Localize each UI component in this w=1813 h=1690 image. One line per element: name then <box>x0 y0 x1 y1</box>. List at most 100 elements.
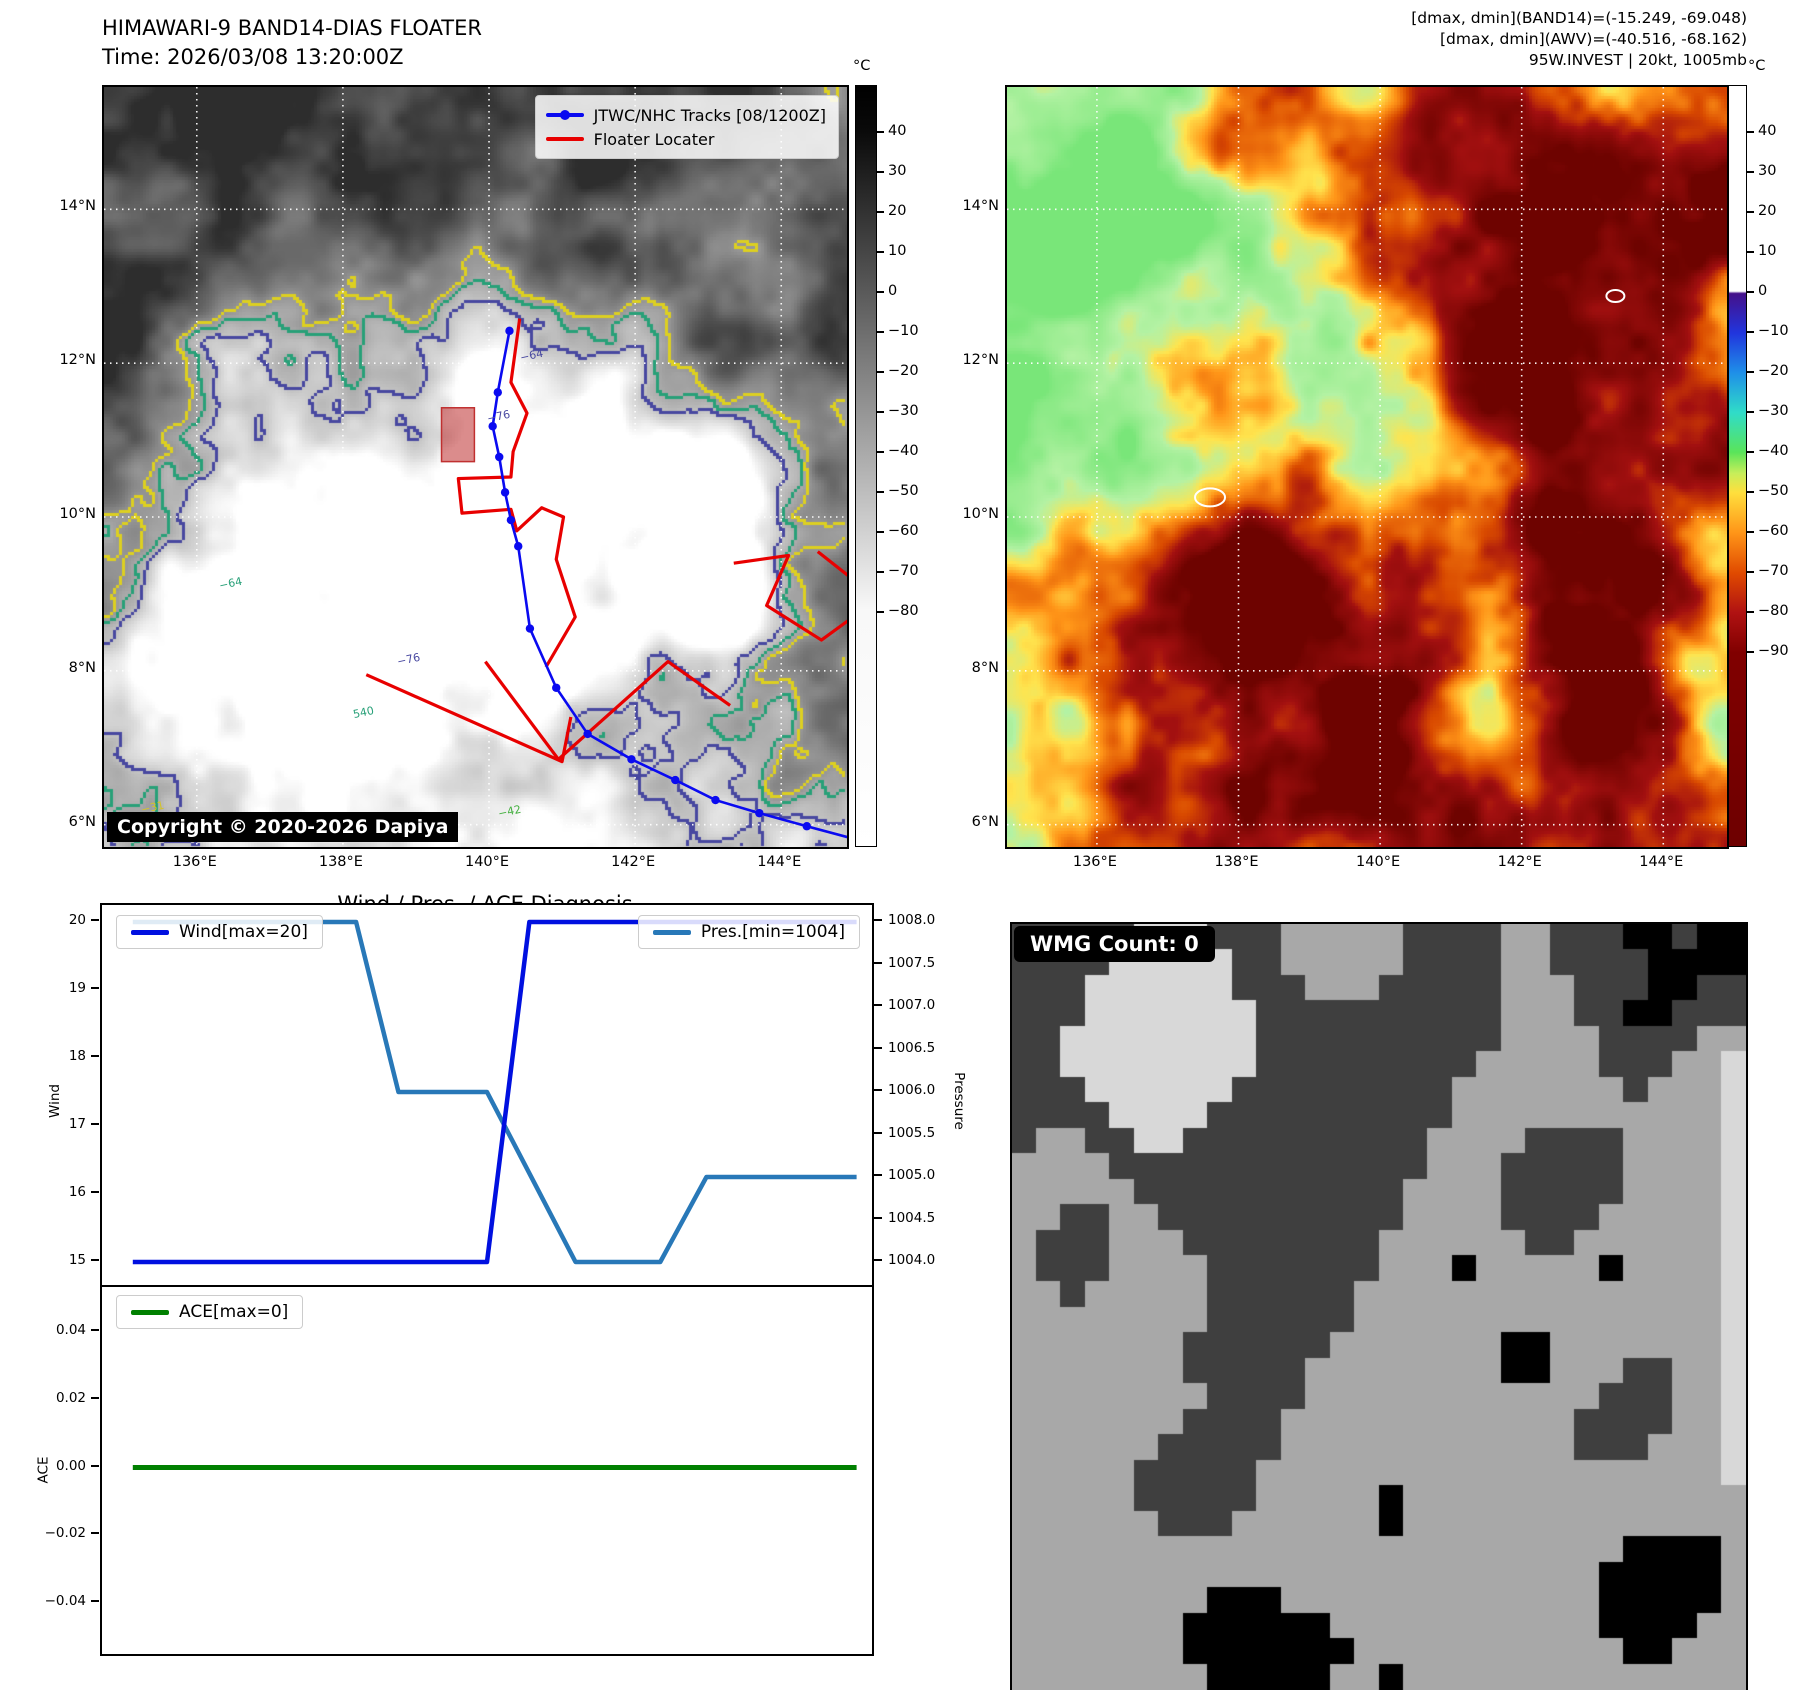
band14-cbar-tickmark <box>877 331 884 333</box>
awv-cbar-tickmark <box>1747 131 1754 134</box>
track-point-14 <box>802 822 812 831</box>
pressure-ytick: 1006.5 <box>888 1039 936 1056</box>
band14-cbar-tickmark <box>877 410 884 413</box>
awv-ytick: 12°N <box>962 352 999 369</box>
band14-cbar-tick: 20 <box>888 203 907 220</box>
awv-cbar-tickmark <box>1747 410 1754 413</box>
copyright-badge: Copyright © 2020-2026 Dapiya <box>107 812 459 842</box>
awv-cbar-tick: −40 <box>1758 442 1789 459</box>
wind-legend: Wind[max=20] <box>116 915 323 949</box>
wind-ytick: 15 <box>68 1252 86 1268</box>
band14-cbar-tickmark <box>877 450 884 453</box>
band14-cbar-tick: −20 <box>888 362 919 379</box>
track-point-4 <box>500 488 510 497</box>
band14-xtick: 140°E <box>464 854 510 870</box>
awv-cbar-tickmark <box>1747 570 1754 573</box>
band14-colorbar-unit: °C <box>853 58 871 74</box>
jtwc-track-line <box>491 330 847 839</box>
band14-cbar-tick: −70 <box>888 562 919 579</box>
ace-ytick: 0.04 <box>55 1322 86 1338</box>
band14-cbar-tickmark <box>877 490 884 493</box>
awv-cbar-tick: 10 <box>1758 243 1777 260</box>
band14-overlay <box>104 87 847 847</box>
awv-xtick: 138°E <box>1214 854 1259 870</box>
pressure-ytick: 1006.0 <box>888 1082 936 1098</box>
awv-cbar-tickmark <box>1747 370 1754 373</box>
band14-satellite-map: −64 −76 −76 540 −64 −42 −31 JTWC/NHC Tracks [0… <box>102 85 849 849</box>
ace-ytick: −0.04 <box>44 1593 86 1609</box>
ace-tickmark <box>91 1532 99 1535</box>
figure-title-block: HIMAWARI-9 BAND14-DIAS FLOATER Time: 202… <box>102 14 482 72</box>
floater-path-4 <box>733 553 847 642</box>
wind-ytick: 18 <box>68 1048 86 1064</box>
band14-colorbar <box>855 85 877 847</box>
pressure-ytick: 1007.0 <box>888 997 936 1013</box>
awv-cbar-tick: −70 <box>1758 562 1789 579</box>
ace-legend-label: ACE[max=0] <box>179 1302 289 1322</box>
ace-tickmark <box>91 1396 99 1399</box>
legend-floater-row: Floater Locater <box>545 127 826 151</box>
awv-cbar-tickmark <box>1747 450 1754 453</box>
wind-line-icon <box>131 929 169 935</box>
band14-cbar-tick: 10 <box>888 243 907 260</box>
annotation-band14-range: [dmax, dmin](BAND14)=(-15.249, -69.048) <box>1411 9 1747 27</box>
pressure-ytick: 1004.5 <box>888 1209 936 1226</box>
wind-tickmark <box>91 1123 99 1125</box>
awv-cbar-tick: −30 <box>1758 402 1789 419</box>
pressure-ytick: 1005.5 <box>888 1124 936 1141</box>
pressure-axis-label: Pressure <box>950 1072 967 1130</box>
pressure-ytick: 1008.0 <box>888 912 936 928</box>
awv-cbar-tickmark <box>1747 331 1754 333</box>
wind-pressure-lines <box>132 919 857 1265</box>
pressure-tickmark <box>874 961 882 964</box>
track-point-1 <box>493 388 502 397</box>
pressure-tickmark <box>874 1259 882 1261</box>
white-contour-blob <box>1194 487 1227 508</box>
awv-cbar-tickmark <box>1747 251 1754 254</box>
band14-cbar-tick: −30 <box>888 402 919 419</box>
awv-colorbar <box>1728 85 1747 847</box>
awv-cbar-tick: 30 <box>1758 163 1777 180</box>
track-point-8 <box>552 683 561 692</box>
wind-ytick: 17 <box>68 1116 86 1132</box>
band14-ytick: 14°N <box>59 198 96 215</box>
awv-ytick: 14°N <box>962 198 999 215</box>
pressure-tickmark <box>874 1174 882 1176</box>
band14-cbar-tick: −50 <box>888 482 919 499</box>
band14-xtick: 138°E <box>318 854 363 870</box>
wind-tickmark <box>91 1191 99 1193</box>
ace-tickmark <box>91 1329 99 1331</box>
wind-ytick: 19 <box>68 980 86 996</box>
band14-cbar-tick: −60 <box>888 522 919 539</box>
band14-cbar-tickmark <box>877 251 884 254</box>
awv-cbar-tick: −90 <box>1758 642 1789 659</box>
pressure-ytick: 1004.0 <box>888 1252 936 1268</box>
track-point-9 <box>583 729 592 739</box>
band14-cbar-tickmark <box>877 171 884 174</box>
wind-tickmark <box>91 1259 99 1261</box>
band14-cbar-tick: −80 <box>888 602 919 619</box>
band14-cbar-tick: 0 <box>888 283 898 300</box>
wind-line <box>132 919 857 1265</box>
band14-cbar-tick: −10 <box>888 323 919 339</box>
awv-xtick: 136°E <box>1072 854 1117 870</box>
wind-legend-label: Wind[max=20] <box>179 922 308 942</box>
wind-ytick: 20 <box>68 912 86 928</box>
awv-cbar-tickmark <box>1747 490 1754 493</box>
pressure-line-icon <box>652 929 691 935</box>
band14-ytick: 8°N <box>68 659 96 676</box>
ace-chart: ACE[max=0] <box>100 1285 874 1656</box>
legend-track-row: JTWC/NHC Tracks [08/1200Z] <box>545 103 826 127</box>
band14-cbar-tick: 40 <box>888 123 907 140</box>
awv-cbar-tick: −10 <box>1758 323 1789 339</box>
awv-cbar-tick: −50 <box>1758 482 1789 499</box>
pressure-tickmark <box>874 1089 882 1091</box>
track-dot-icon <box>559 109 570 120</box>
wmg-canvas <box>1012 924 1746 1690</box>
wind-ytick: 16 <box>68 1184 86 1200</box>
band14-ytick: 10°N <box>59 506 96 522</box>
ace-line <box>132 1465 857 1470</box>
awv-cbar-tickmark <box>1747 171 1754 174</box>
wind-pressure-chart: Wind[max=20] Pres.[min=1004] <box>100 903 874 1287</box>
